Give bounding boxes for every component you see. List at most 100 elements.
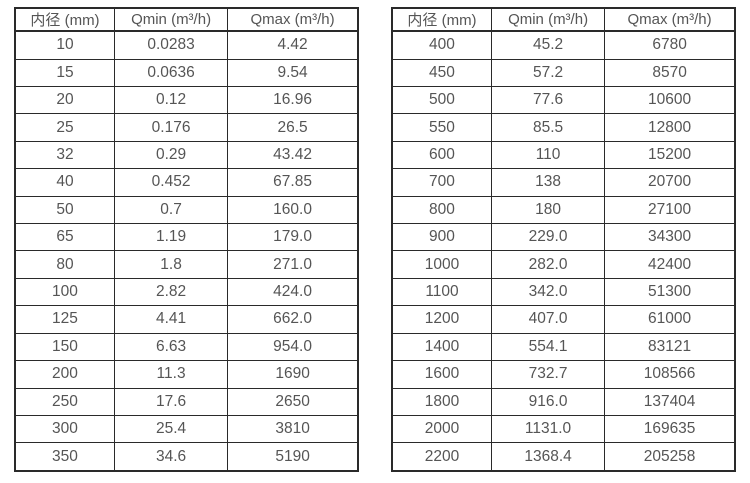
table-cell: 2.82 bbox=[113, 277, 229, 307]
table-row: 40 0.452 67.85 bbox=[14, 168, 359, 197]
table-cell: 0.0283 bbox=[113, 30, 229, 60]
table-cell: 6780 bbox=[604, 30, 736, 60]
table-row: 15 0.0636 9.54 bbox=[14, 58, 359, 88]
table-cell: 1131.0 bbox=[490, 414, 606, 444]
table-cell: 108566 bbox=[604, 360, 736, 389]
table-cell: 205258 bbox=[604, 442, 736, 472]
table-cell: 15 bbox=[14, 58, 115, 88]
table-cell: 200 bbox=[14, 360, 115, 389]
table-cell: 83121 bbox=[604, 332, 736, 362]
table-cell: 85.5 bbox=[490, 113, 606, 142]
table-cell: 600 bbox=[391, 140, 492, 170]
table-cell: 954.0 bbox=[227, 332, 359, 362]
table-cell: 900 bbox=[391, 223, 492, 252]
table-cell: 350 bbox=[14, 442, 115, 472]
table-cell: 0.176 bbox=[113, 113, 229, 142]
table-cell: 150 bbox=[14, 332, 115, 362]
table-cell: 424.0 bbox=[227, 277, 359, 307]
table-cell: 916.0 bbox=[490, 387, 606, 416]
table-row: 400 45.2 6780 bbox=[391, 30, 736, 60]
table-cell: 32 bbox=[14, 140, 115, 170]
table-row: 600 110 15200 bbox=[391, 140, 736, 170]
table-row: 1200 407.0 61000 bbox=[391, 305, 736, 334]
header-row: 内径 (mm) Qmin (m³/h) Qmax (m³/h) bbox=[14, 7, 359, 32]
table-row: 500 77.6 10600 bbox=[391, 86, 736, 115]
table-cell: 2650 bbox=[227, 387, 359, 416]
table-row: 350 34.6 5190 bbox=[14, 442, 359, 472]
table-cell: 2200 bbox=[391, 442, 492, 472]
table-row: 125 4.41 662.0 bbox=[14, 305, 359, 334]
table-cell: 110 bbox=[490, 140, 606, 170]
table-row: 150 6.63 954.0 bbox=[14, 332, 359, 362]
table-cell: 342.0 bbox=[490, 277, 606, 307]
table-row: 65 1.19 179.0 bbox=[14, 223, 359, 252]
table-cell: 4.41 bbox=[113, 305, 229, 334]
table-cell: 1000 bbox=[391, 250, 492, 279]
table-cell: 400 bbox=[391, 30, 492, 60]
table-cell: 1600 bbox=[391, 360, 492, 389]
table-cell: 4.42 bbox=[227, 30, 359, 60]
table-cell: 662.0 bbox=[227, 305, 359, 334]
table-cell: 554.1 bbox=[490, 332, 606, 362]
table-cell: 1.8 bbox=[113, 250, 229, 279]
table-cell: 45.2 bbox=[490, 30, 606, 60]
table-cell: 1100 bbox=[391, 277, 492, 307]
table-cell: 1200 bbox=[391, 305, 492, 334]
table-cell: 15200 bbox=[604, 140, 736, 170]
table-cell: 1690 bbox=[227, 360, 359, 389]
flow-table-large-diameters: 内径 (mm) Qmin (m³/h) Qmax (m³/h) 400 45.2 6780… bbox=[391, 7, 736, 472]
table-row: 1400 554.1 83121 bbox=[391, 332, 736, 362]
table-row: 20 0.12 16.96 bbox=[14, 86, 359, 115]
table-cell: 0.452 bbox=[113, 168, 229, 197]
table-cell: 180 bbox=[490, 195, 606, 225]
table-cell: 11.3 bbox=[113, 360, 229, 389]
table-cell: 0.29 bbox=[113, 140, 229, 170]
table-row: 1000 282.0 42400 bbox=[391, 250, 736, 279]
table-cell: 25 bbox=[14, 113, 115, 142]
table-cell: 160.0 bbox=[227, 195, 359, 225]
table-row: 300 25.4 3810 bbox=[14, 414, 359, 444]
table-cell: 100 bbox=[14, 277, 115, 307]
table-cell: 9.54 bbox=[227, 58, 359, 88]
table-cell: 407.0 bbox=[490, 305, 606, 334]
table-cell: 57.2 bbox=[490, 58, 606, 88]
table-row: 900 229.0 34300 bbox=[391, 223, 736, 252]
table-cell: 10 bbox=[14, 30, 115, 60]
table-cell: 2000 bbox=[391, 414, 492, 444]
table-cell: 50 bbox=[14, 195, 115, 225]
flow-table-small-diameters: 内径 (mm) Qmin (m³/h) Qmax (m³/h) 10 0.0283 4.4… bbox=[14, 7, 359, 472]
table-cell: 3810 bbox=[227, 414, 359, 444]
table-row: 32 0.29 43.42 bbox=[14, 140, 359, 170]
table-cell: 0.7 bbox=[113, 195, 229, 225]
table-cell: 12800 bbox=[604, 113, 736, 142]
table-cell: 125 bbox=[14, 305, 115, 334]
table-cell: 169635 bbox=[604, 414, 736, 444]
table-cell: 550 bbox=[391, 113, 492, 142]
table-cell: 26.5 bbox=[227, 113, 359, 142]
table-row: 2200 1368.4 205258 bbox=[391, 442, 736, 472]
column-header: 内径 (mm) bbox=[391, 7, 492, 32]
table-cell: 8570 bbox=[604, 58, 736, 88]
table-cell: 20700 bbox=[604, 168, 736, 197]
table-cell: 16.96 bbox=[227, 86, 359, 115]
table-cell: 1368.4 bbox=[490, 442, 606, 472]
table-row: 800 180 27100 bbox=[391, 195, 736, 225]
table-row: 450 57.2 8570 bbox=[391, 58, 736, 88]
table-cell: 77.6 bbox=[490, 86, 606, 115]
column-header: Qmin (m³/h) bbox=[490, 7, 606, 32]
table-cell: 6.63 bbox=[113, 332, 229, 362]
table-row: 200 11.3 1690 bbox=[14, 360, 359, 389]
table-row: 1800 916.0 137404 bbox=[391, 387, 736, 416]
table-cell: 43.42 bbox=[227, 140, 359, 170]
table-cell: 500 bbox=[391, 86, 492, 115]
table-cell: 34300 bbox=[604, 223, 736, 252]
table-cell: 137404 bbox=[604, 387, 736, 416]
table-cell: 1800 bbox=[391, 387, 492, 416]
table-cell: 732.7 bbox=[490, 360, 606, 389]
table-row: 2000 1131.0 169635 bbox=[391, 414, 736, 444]
table-row: 1600 732.7 108566 bbox=[391, 360, 736, 389]
table-cell: 271.0 bbox=[227, 250, 359, 279]
table-cell: 1400 bbox=[391, 332, 492, 362]
table-cell: 61000 bbox=[604, 305, 736, 334]
table-row: 80 1.8 271.0 bbox=[14, 250, 359, 279]
